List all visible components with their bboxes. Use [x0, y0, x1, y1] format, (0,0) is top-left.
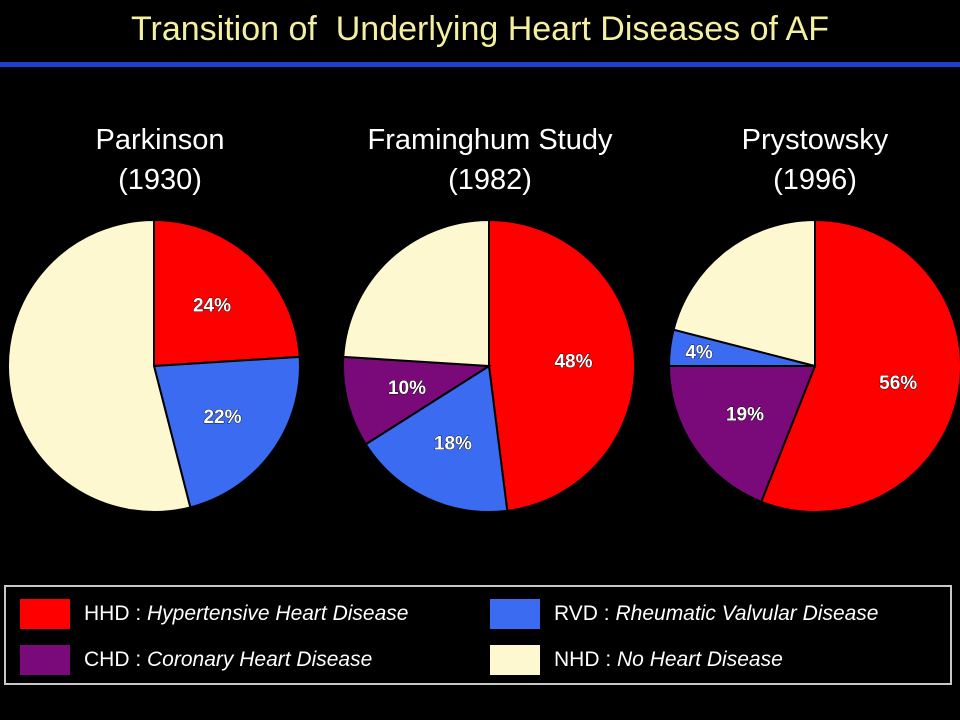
pie-slice-rvd	[152, 355, 301, 509]
pie-slice-nhd	[6, 218, 192, 513]
pie-title-prystowsky: Prystowsky (1996)	[655, 120, 960, 200]
pie-title-line2: (1982)	[448, 164, 532, 196]
pie-slice-nhd	[342, 218, 490, 368]
legend-separator: :	[129, 648, 148, 671]
pie-slice-label-hhd: 56%	[879, 373, 917, 394]
pie-title-line1: Framinghum Study	[367, 124, 613, 156]
pie-slice-hhd	[153, 218, 301, 368]
pie-0: 24% 22%	[6, 218, 301, 513]
legend-item-chd: CHD : Coronary Heart Disease	[20, 645, 372, 675]
pie-title-framinghum: Framinghum Study (1982)	[330, 120, 650, 200]
legend-abbr: NHD	[554, 648, 600, 671]
legend-item-rvd: RVD : Rheumatic Valvular Disease	[490, 599, 879, 629]
legend-description: Hypertensive Heart Disease	[147, 602, 409, 625]
pie-title-line1: Prystowsky	[741, 124, 889, 156]
pie-slice-rvd	[364, 364, 509, 513]
pie-charts: 24% 22% 48% 18% 10% 56% 19% 4%	[6, 218, 960, 513]
pie-2: 56% 19% 4%	[667, 218, 960, 513]
pie-slice-label-rvd: 22%	[203, 407, 241, 428]
legend: HHD : Hypertensive Heart Disease RVD : R…	[4, 585, 952, 685]
legend-item-hhd: HHD : Hypertensive Heart Disease	[20, 599, 408, 629]
pie-slice-label-hhd: 24%	[193, 295, 231, 316]
pie-slice-chd	[667, 365, 817, 504]
page-title: Transition of Underlying Heart Diseases …	[131, 10, 829, 48]
legend-description: Rheumatic Valvular Disease	[615, 602, 879, 625]
legend-item-nhd: NHD : No Heart Disease	[490, 645, 783, 675]
pie-slice-hhd	[759, 218, 960, 513]
pie-slice-label-rvd: 4%	[685, 342, 713, 363]
pie-slice-label-chd: 19%	[726, 405, 764, 426]
pie-slice-label-chd: 10%	[388, 378, 426, 399]
legend-description: No Heart Disease	[617, 648, 783, 671]
legend-swatch-nhd	[490, 645, 540, 675]
pie-title-parkinson: Parkinson (1930)	[0, 120, 320, 200]
pie-title-line2: (1930)	[118, 164, 202, 196]
pie-slice-hhd	[488, 218, 637, 512]
pie-title-line1: Parkinson	[95, 124, 225, 156]
title-divider	[0, 62, 960, 67]
pie-1: 48% 18% 10%	[342, 218, 637, 513]
legend-swatch-hhd	[20, 599, 70, 629]
pie-slice-label-rvd: 18%	[434, 434, 472, 455]
legend-abbr: CHD	[84, 648, 130, 671]
legend-description: Coronary Heart Disease	[147, 648, 373, 671]
legend-separator: :	[129, 602, 148, 625]
legend-separator: :	[597, 602, 616, 625]
pie-slice-chd	[342, 355, 493, 446]
legend-separator: :	[599, 648, 618, 671]
legend-abbr: RVD	[554, 602, 598, 625]
legend-abbr: HHD	[84, 602, 130, 625]
pie-title-line2: (1996)	[773, 164, 857, 196]
legend-swatch-rvd	[490, 599, 540, 629]
legend-swatch-chd	[20, 645, 70, 675]
pie-slice-nhd	[672, 218, 816, 368]
pie-slice-label-hhd: 48%	[554, 352, 592, 373]
